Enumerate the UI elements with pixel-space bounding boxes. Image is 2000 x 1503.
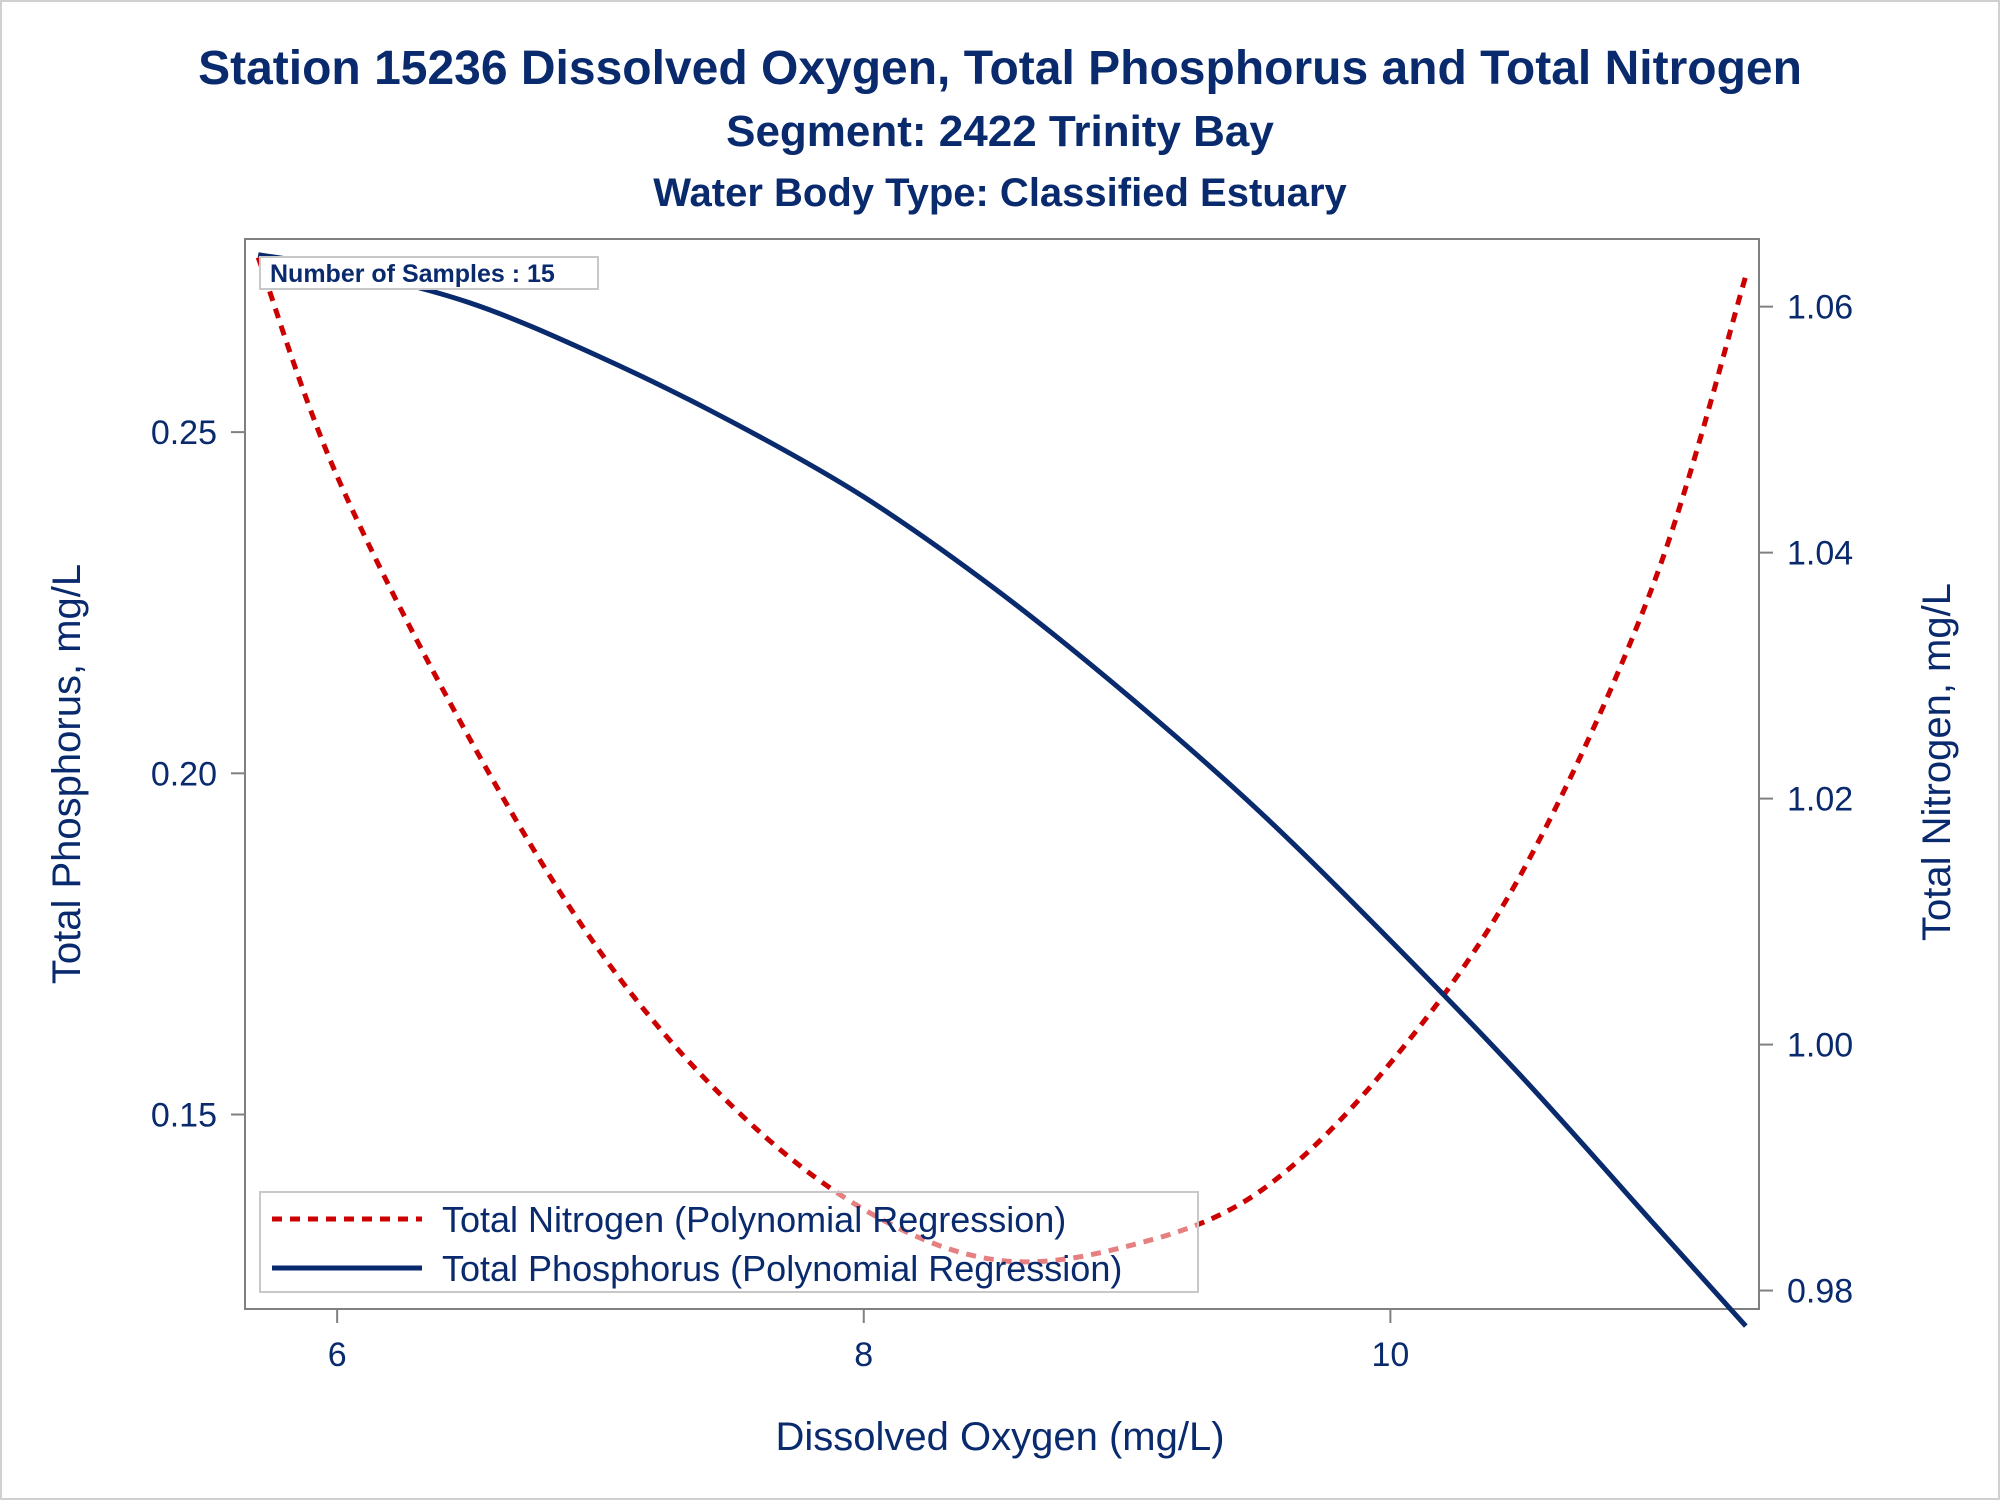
y-right-tick-label: 0.98 xyxy=(1787,1273,1853,1311)
y-left-tick-label: 0.15 xyxy=(151,1097,217,1135)
chart-subtitle-2: Water Body Type: Classified Estuary xyxy=(653,171,1347,215)
y-left-tick-label: 0.25 xyxy=(151,414,217,452)
x-axis: 6 8 10 xyxy=(328,1309,1409,1374)
y-axis-right: 0.98 1.00 1.02 1.04 1.06 xyxy=(1759,289,1853,1311)
y-left-tick-label: 0.20 xyxy=(151,755,217,793)
y-right-tick-label: 1.06 xyxy=(1787,289,1853,327)
y-right-tick-label: 1.02 xyxy=(1787,781,1853,819)
annotation-box xyxy=(259,256,599,290)
x-tick-label: 6 xyxy=(328,1336,347,1374)
chart-subtitle: Segment: 2422 Trinity Bay xyxy=(726,107,1274,156)
y-axis-right-title: Total Nitrogen, mg/L xyxy=(1915,583,1959,941)
y-right-tick-label: 1.00 xyxy=(1787,1027,1853,1065)
chart-title: Station 15236 Dissolved Oxygen, Total Ph… xyxy=(198,42,1802,95)
legend-nitrogen-label: Total Nitrogen (Polynomial Regression) xyxy=(442,1199,1066,1240)
sample-count-annotation: Number of Samples : 15 xyxy=(259,256,599,290)
y-axis-left-title: Total Phosphorus, mg/L xyxy=(45,564,89,984)
y-right-tick-label: 1.04 xyxy=(1787,535,1853,573)
legend-phosphorus-label: Total Phosphorus (Polynomial Regression) xyxy=(442,1248,1122,1289)
x-axis-title: Dissolved Oxygen (mg/L) xyxy=(775,1415,1224,1459)
x-tick-label: 10 xyxy=(1371,1336,1409,1374)
series-line-total-nitrogen xyxy=(255,256,1749,1265)
series-layer xyxy=(255,252,1749,1328)
series-line-total-phosphorus xyxy=(257,252,1748,1328)
legend-box xyxy=(259,1191,1199,1293)
plot-area xyxy=(244,238,1760,1310)
y-axis-left: 0.15 0.20 0.25 xyxy=(151,414,245,1135)
x-tick-label: 8 xyxy=(854,1336,873,1374)
legend: Total Nitrogen (Polynomial Regression) T… xyxy=(259,1191,1199,1293)
annotation-text: Number of Samples : 15 xyxy=(270,260,555,288)
